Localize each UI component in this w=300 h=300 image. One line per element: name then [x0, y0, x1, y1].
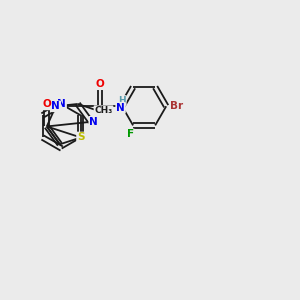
Text: N: N [89, 117, 98, 127]
Text: F: F [127, 129, 134, 139]
Text: S: S [77, 133, 85, 142]
Text: N: N [57, 99, 66, 110]
Text: CH₃: CH₃ [94, 106, 112, 115]
Text: O: O [96, 79, 104, 89]
Text: N: N [51, 101, 60, 111]
Text: H: H [118, 96, 126, 105]
Text: N: N [116, 103, 125, 113]
Text: O: O [42, 99, 51, 110]
Text: Br: Br [170, 101, 183, 111]
